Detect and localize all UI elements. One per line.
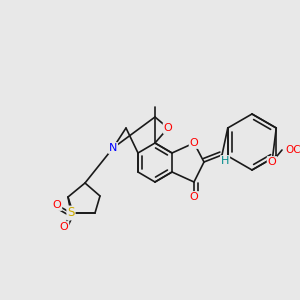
- Text: S: S: [67, 206, 75, 220]
- Text: O: O: [268, 157, 276, 167]
- Text: O: O: [190, 192, 198, 202]
- Text: OCH₃: OCH₃: [285, 145, 300, 155]
- Text: O: O: [52, 200, 62, 210]
- Text: O: O: [60, 222, 68, 232]
- Text: O: O: [164, 123, 172, 133]
- Text: H: H: [221, 156, 229, 166]
- Text: N: N: [109, 143, 117, 153]
- Text: O: O: [190, 138, 198, 148]
